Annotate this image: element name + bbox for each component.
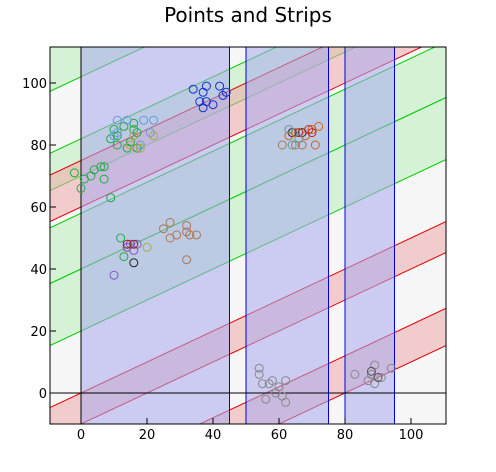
data-point [129, 125, 139, 134]
data-point [366, 366, 376, 376]
data-point [132, 128, 142, 138]
data-point [135, 143, 145, 153]
y-tick-label-80: 80 [30, 139, 47, 154]
data-point [112, 115, 122, 125]
data-point [258, 379, 267, 389]
data-point [112, 131, 122, 141]
data-point [142, 242, 152, 252]
data-point [99, 174, 109, 184]
data-point [294, 134, 304, 144]
data-point [182, 221, 192, 231]
diagonal-strip-edge-3-a [50, 47, 146, 92]
y-tick-label-100: 100 [22, 77, 47, 92]
points-layer [69, 81, 396, 407]
data-point [254, 369, 264, 379]
data-point [221, 87, 231, 97]
data-point [165, 218, 175, 227]
y-tick-label-0: 0 [39, 387, 47, 402]
vertical-strip-2 [345, 47, 395, 424]
plot-frame [49, 46, 447, 425]
x-tick-label-100: 100 [399, 428, 424, 443]
data-point [185, 230, 195, 240]
y-tick-label-40: 40 [30, 263, 47, 278]
data-point [132, 239, 142, 249]
data-point [109, 270, 119, 280]
data-point [145, 128, 155, 138]
data-point [195, 97, 205, 107]
data-point [69, 168, 79, 178]
chart-title: Points and Strips [164, 3, 332, 27]
data-point [139, 115, 149, 125]
data-point [376, 373, 386, 382]
plot-border [49, 46, 447, 425]
data-point [112, 128, 122, 138]
diagonal-strip-edge-6-a [277, 345, 446, 424]
data-point [294, 128, 304, 138]
data-point [218, 90, 228, 100]
axes: 0 20 40 60 80 100 0 20 40 60 80 100 [22, 47, 446, 443]
data-point [281, 397, 291, 407]
data-point [135, 140, 145, 150]
data-point [112, 140, 122, 150]
data-point [307, 128, 317, 138]
data-point [126, 140, 135, 150]
data-point [281, 376, 291, 386]
data-point [310, 140, 320, 150]
data-point [192, 230, 201, 240]
data-point [109, 131, 119, 141]
x-tick-label-20: 20 [139, 428, 156, 443]
data-point [182, 255, 192, 265]
data-point [261, 394, 271, 404]
data-point [215, 81, 225, 91]
data-point [129, 239, 139, 249]
data-point [264, 379, 274, 389]
y-tick-label-20: 20 [30, 325, 47, 340]
data-point [96, 162, 106, 172]
data-point [122, 115, 132, 125]
data-point [159, 224, 168, 234]
data-point [172, 230, 182, 240]
y-tick-label-60: 60 [30, 201, 47, 216]
data-point [287, 140, 297, 150]
data-point [201, 81, 211, 91]
data-point [106, 193, 116, 203]
data-point [188, 84, 198, 94]
data-point [350, 369, 360, 379]
data-point [373, 373, 383, 382]
data-point [182, 227, 192, 237]
vertical-strip-1 [246, 47, 329, 424]
x-tick-label-0: 0 [77, 428, 85, 443]
data-point [267, 376, 277, 386]
data-point [149, 115, 159, 125]
data-point [129, 131, 139, 141]
data-point [314, 121, 324, 131]
data-point [274, 382, 284, 392]
data-point [126, 239, 135, 249]
data-point [99, 162, 109, 172]
data-point [119, 252, 129, 262]
data-point [304, 125, 314, 134]
data-point [116, 233, 126, 243]
data-point [76, 183, 86, 193]
data-point [129, 258, 139, 268]
data-point [386, 363, 396, 373]
data-point [122, 239, 132, 249]
x-tick-label-60: 60 [271, 428, 288, 443]
data-point [254, 363, 264, 373]
data-point [149, 131, 159, 141]
vertical-strip-0 [81, 47, 230, 424]
x-tick-label-80: 80 [337, 428, 354, 443]
data-point [277, 140, 287, 150]
data-point [284, 125, 294, 134]
x-tick-label-40: 40 [205, 428, 222, 443]
data-point [287, 128, 297, 138]
